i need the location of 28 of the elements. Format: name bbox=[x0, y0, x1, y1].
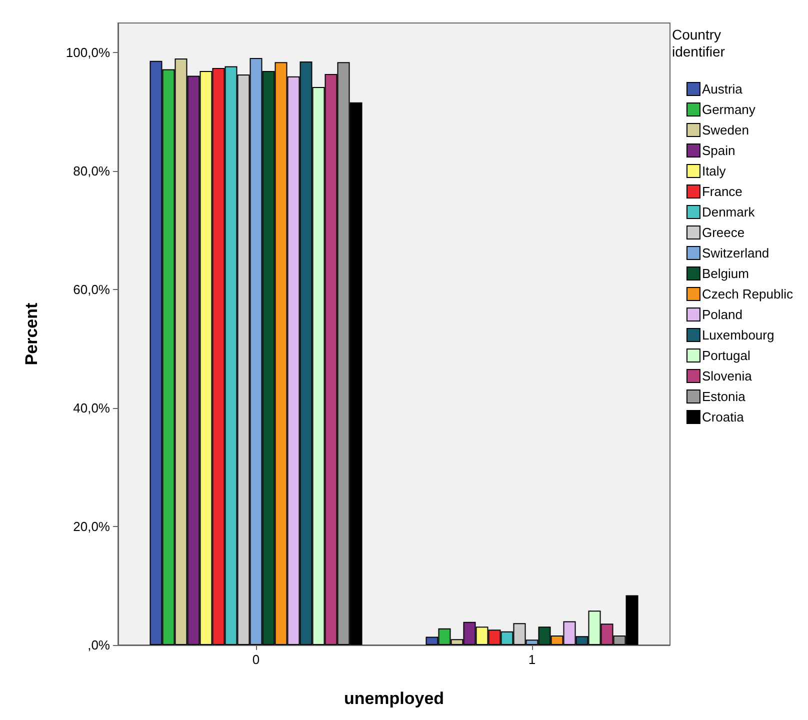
legend-label: Portugal bbox=[702, 348, 750, 363]
y-tick-label: 40,0% bbox=[73, 400, 110, 416]
y-tick-label: 80,0% bbox=[73, 164, 110, 179]
legend-label: Slovenia bbox=[702, 368, 753, 384]
legend-label: Greece bbox=[702, 225, 745, 240]
legend-label: Sweden bbox=[702, 122, 749, 138]
legend-label: Spain bbox=[702, 143, 736, 158]
legend-label: Austria bbox=[702, 82, 744, 96]
legend-label: Denmark bbox=[702, 204, 756, 220]
legend-label: Switzerland bbox=[702, 246, 770, 260]
legend-label: Poland bbox=[702, 307, 742, 322]
legend-label: Germany bbox=[702, 102, 756, 117]
legend-label: Estonia bbox=[702, 389, 746, 404]
x-tick-label: 0 bbox=[252, 652, 260, 667]
y-tick-label: ,0% bbox=[88, 638, 110, 652]
y-axis-title: Percent bbox=[22, 302, 41, 366]
legend-label: Czech Republic bbox=[702, 286, 794, 302]
legend-label: Luxembourg bbox=[702, 328, 774, 342]
legend-label: Belgium bbox=[702, 266, 749, 281]
legend-label: France bbox=[702, 184, 742, 199]
x-tick-label: 1 bbox=[528, 652, 536, 667]
y-tick-label: 60,0% bbox=[73, 282, 110, 298]
x-axis-title: unemployed bbox=[344, 689, 444, 708]
y-tick-label: 20,0% bbox=[73, 519, 110, 534]
legend-label: Croatia bbox=[702, 410, 745, 424]
legend-title: Country identifier bbox=[672, 26, 726, 60]
legend-label: Italy bbox=[702, 164, 726, 178]
y-tick-label: 100,0% bbox=[66, 45, 110, 60]
